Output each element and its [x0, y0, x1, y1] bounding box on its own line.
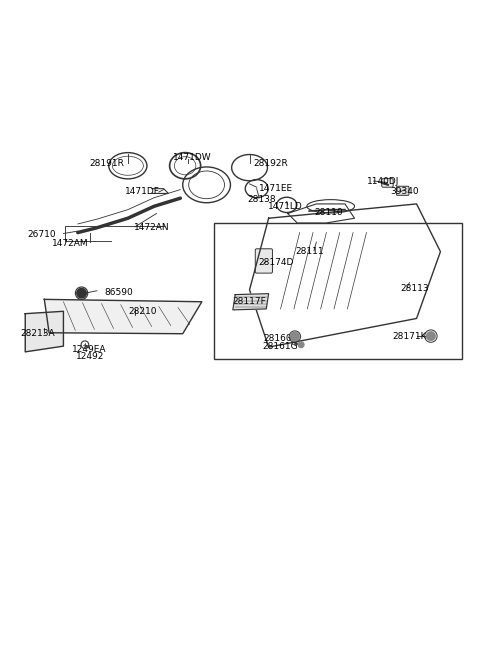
Text: 28191R: 28191R [89, 159, 124, 168]
Text: 28161G: 28161G [263, 342, 299, 351]
Text: 1249EA: 1249EA [72, 345, 107, 354]
Text: 39340: 39340 [390, 188, 419, 197]
Text: 28117F: 28117F [233, 297, 266, 306]
FancyBboxPatch shape [382, 178, 393, 187]
Circle shape [77, 289, 86, 298]
Text: 28213A: 28213A [20, 329, 55, 338]
Polygon shape [25, 312, 63, 352]
Text: 28113: 28113 [400, 284, 429, 293]
Text: 28160B: 28160B [263, 334, 298, 343]
Polygon shape [44, 299, 202, 334]
Text: 1471DW: 1471DW [173, 153, 212, 161]
Text: 1471LD: 1471LD [268, 202, 303, 211]
Text: 28111: 28111 [295, 247, 324, 256]
Text: 1472AM: 1472AM [52, 239, 89, 248]
Text: 1472AN: 1472AN [134, 223, 169, 232]
Circle shape [427, 332, 435, 340]
Circle shape [298, 342, 304, 348]
Text: 1471DF: 1471DF [125, 188, 160, 197]
Text: 1140DJ: 1140DJ [367, 176, 399, 186]
Text: 28138: 28138 [247, 195, 276, 203]
Text: 28110: 28110 [314, 208, 343, 217]
Text: 86590: 86590 [104, 288, 132, 297]
Bar [214, 223, 462, 359]
Text: 28174D: 28174D [258, 258, 293, 266]
FancyBboxPatch shape [396, 186, 409, 195]
Text: 28171K: 28171K [392, 332, 427, 341]
Circle shape [290, 333, 299, 341]
Text: 12492: 12492 [75, 352, 104, 361]
Text: 26710: 26710 [28, 230, 56, 239]
Text: 1471EE: 1471EE [259, 184, 293, 193]
Polygon shape [233, 294, 269, 310]
FancyBboxPatch shape [255, 249, 273, 273]
Text: 28192R: 28192R [253, 159, 288, 168]
Text: 28210: 28210 [128, 307, 156, 316]
